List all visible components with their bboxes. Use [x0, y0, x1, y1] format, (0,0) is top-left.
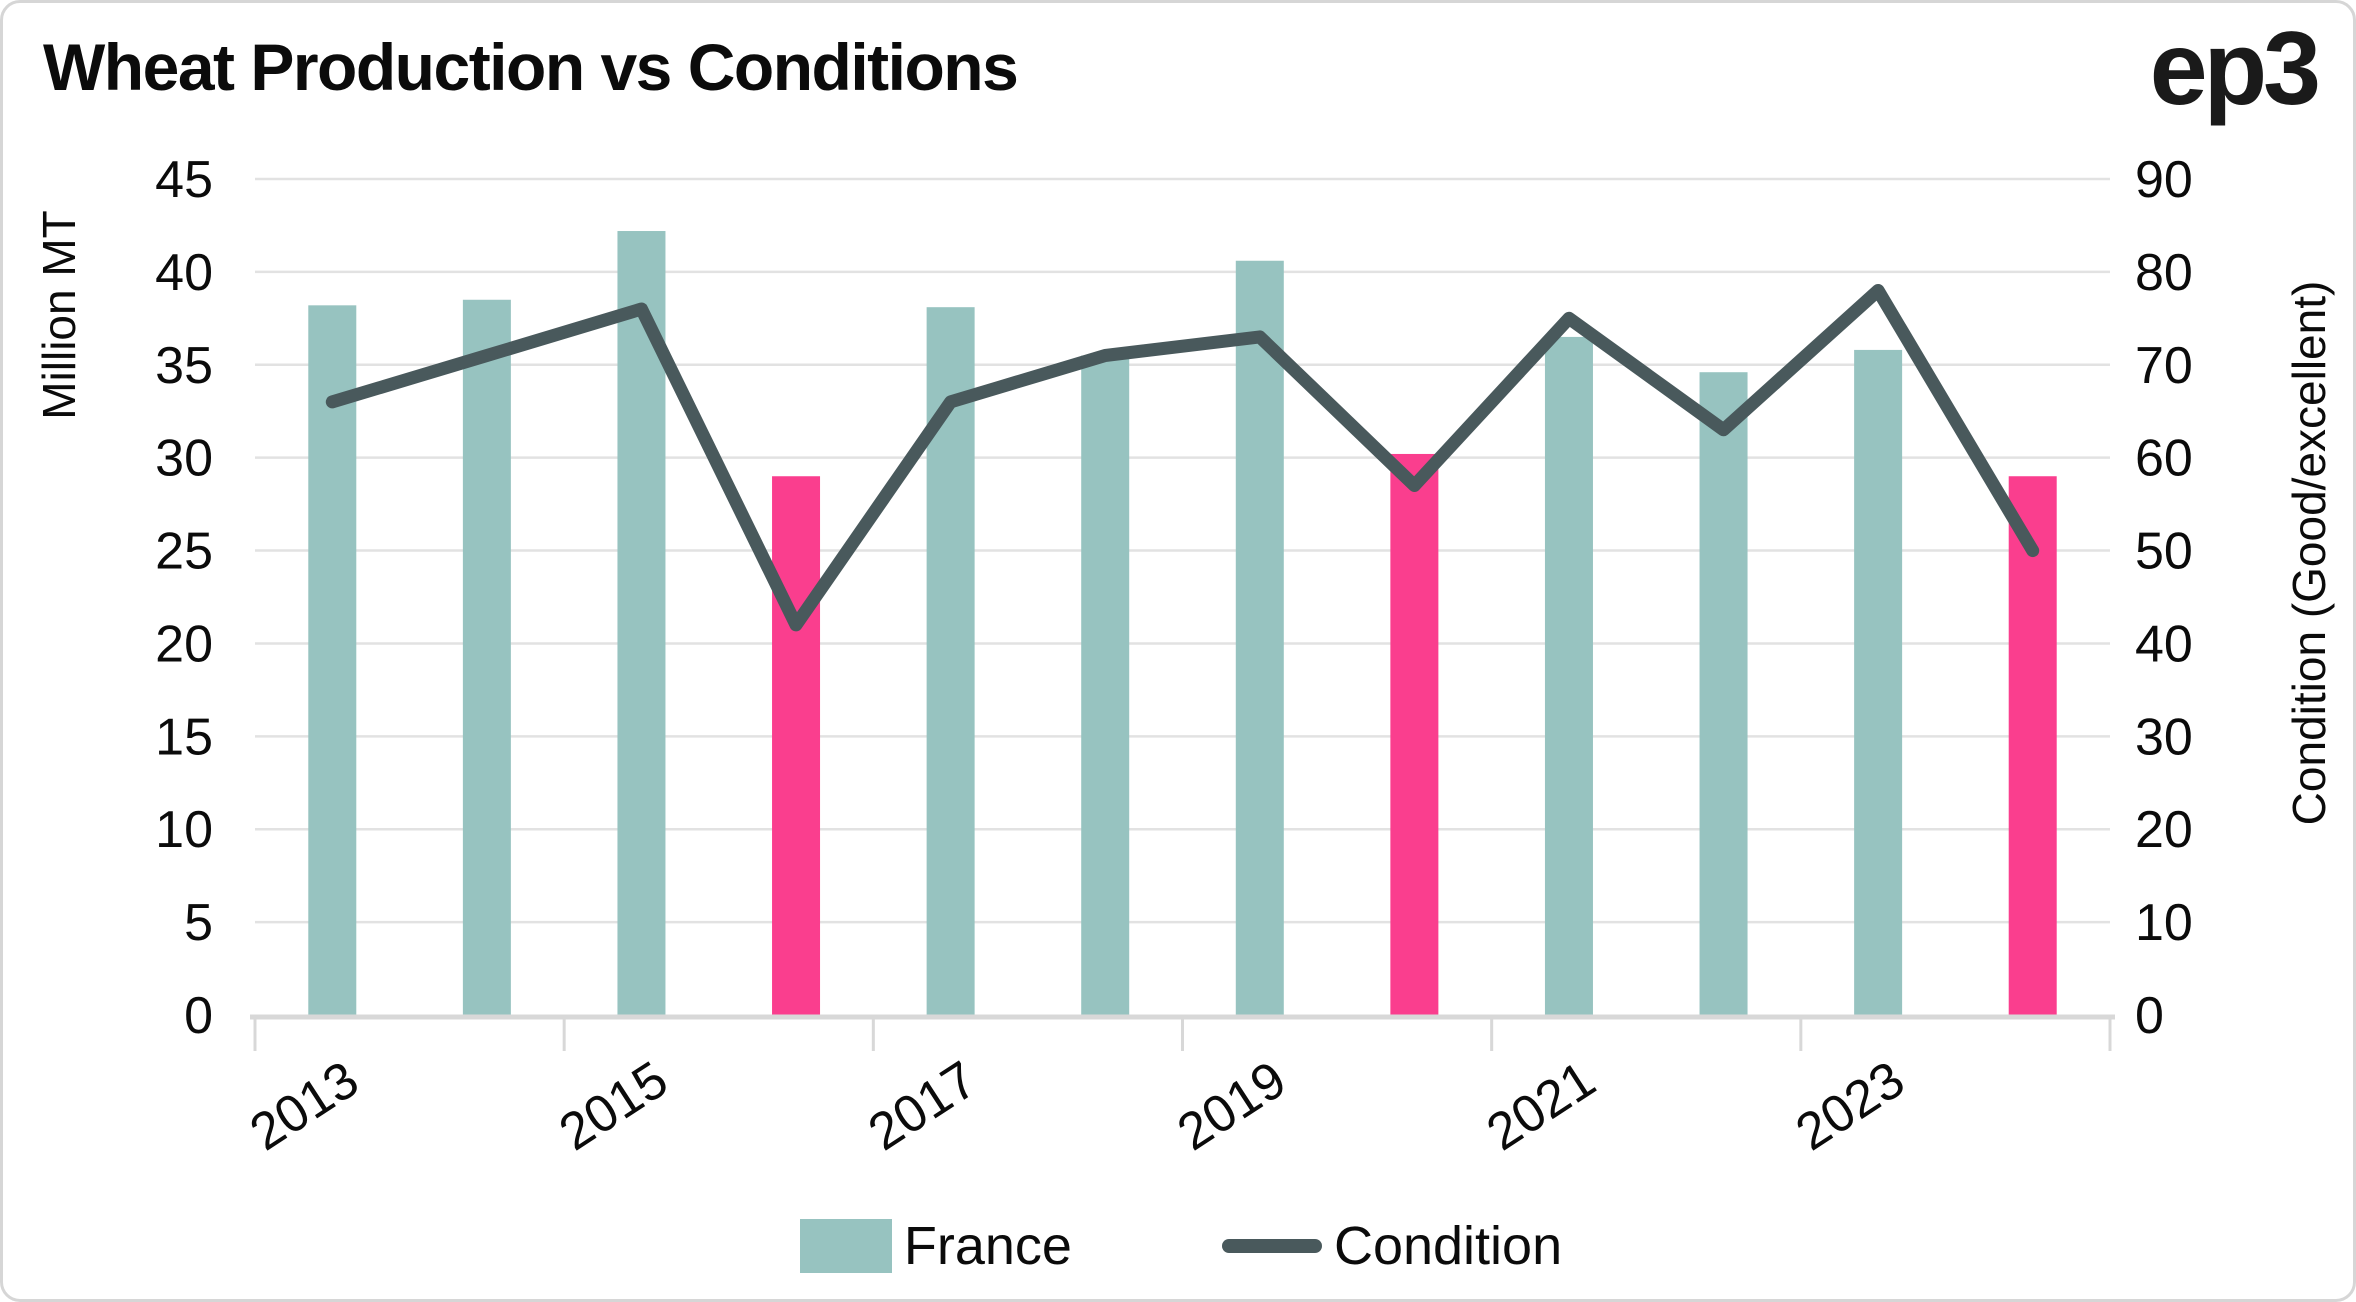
- y-axis-label-left-25: 25: [155, 523, 213, 581]
- ep3-logo: ep3: [2149, 11, 2321, 127]
- legend-france-label: France: [903, 1216, 1072, 1276]
- y-axis-label-left-10: 10: [155, 801, 213, 859]
- x-axis-label-2013: 2013: [240, 1050, 369, 1162]
- y-axis-label-left-45: 45: [155, 151, 213, 209]
- chart-legend: France Condition: [3, 1206, 2353, 1286]
- bar-2021: [1544, 336, 1593, 1015]
- y-axis-label-right-50: 50: [2135, 523, 2193, 581]
- y-axis-label-left-0: 0: [184, 987, 213, 1045]
- france-swatch-icon: [799, 1219, 892, 1273]
- wheat-production-chart: 0 5 10 15 20 25 30 35 40 45 0 10 20 30 40 50 60 70 80 90 201…: [33, 151, 2335, 1162]
- left-axis-title: Million MT: [33, 210, 85, 420]
- bar-2020: [1390, 453, 1439, 1015]
- bar-2023: [1854, 349, 1903, 1016]
- y-axis-label-left-15: 15: [155, 708, 213, 766]
- y-axis-label-right-80: 80: [2135, 244, 2193, 302]
- x-axis-label-2015: 2015: [549, 1050, 678, 1162]
- y-axis-label-right-0: 0: [2135, 987, 2164, 1045]
- y-axis-label-right-20: 20: [2135, 801, 2193, 859]
- bar-2022: [1699, 372, 1748, 1016]
- bar-2024: [2008, 476, 2057, 1015]
- y-axis-label-left-20: 20: [155, 615, 213, 673]
- x-axis-label-2023: 2023: [1786, 1050, 1915, 1162]
- y-axis-label-left-40: 40: [155, 244, 213, 302]
- bar-2016: [772, 476, 821, 1015]
- x-axis-label-2021: 2021: [1477, 1050, 1606, 1162]
- y-axis-label-right-90: 90: [2135, 151, 2193, 209]
- y-axis-label-right-60: 60: [2135, 430, 2193, 488]
- y-axis-label-right-70: 70: [2135, 337, 2193, 395]
- y-axis-label-right-40: 40: [2135, 615, 2193, 673]
- page-title: Wheat Production vs Conditions: [43, 30, 1019, 104]
- y-axis-label-right-10: 10: [2135, 894, 2193, 952]
- right-axis-title: Condition (Good/excellent): [2283, 281, 2335, 826]
- x-axis-label-2017: 2017: [859, 1050, 988, 1162]
- bar-2013: [308, 305, 357, 1016]
- condition-line-swatch-icon: [1221, 1239, 1322, 1253]
- bar-2018: [1081, 355, 1130, 1015]
- x-axis-label-2019: 2019: [1168, 1050, 1297, 1162]
- y-axis-label-right-30: 30: [2135, 708, 2193, 766]
- legend-item-france: France: [799, 1215, 1072, 1277]
- y-axis-label-left-5: 5: [184, 894, 213, 952]
- y-axis-label-left-30: 30: [155, 430, 213, 488]
- condition-line: [325, 284, 2040, 632]
- legend-item-condition: Condition: [1221, 1215, 1563, 1277]
- legend-condition-label: Condition: [1333, 1216, 1563, 1276]
- bar-2015: [617, 231, 666, 1016]
- bar-2017: [926, 307, 975, 1016]
- bar-2019: [1235, 260, 1284, 1016]
- bar-2014: [462, 299, 511, 1015]
- y-axis-label-left-35: 35: [155, 337, 213, 395]
